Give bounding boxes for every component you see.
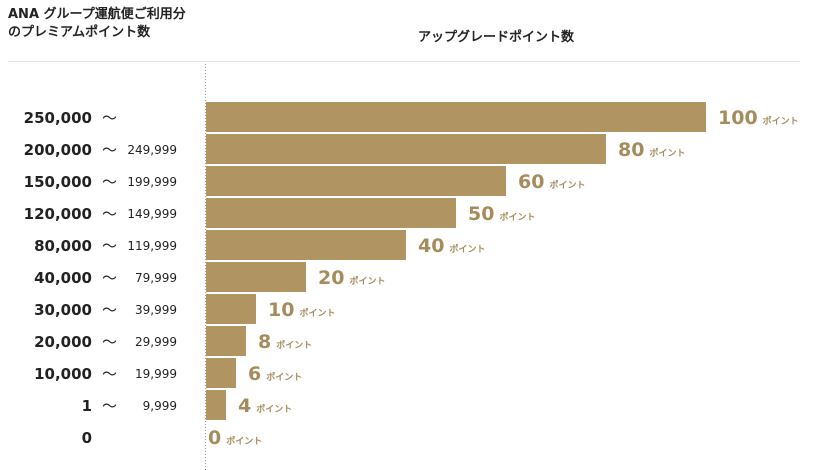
data-label-unit: ポイント: [763, 115, 799, 127]
data-label-value: 50: [468, 203, 494, 225]
category-label-separator: ～: [102, 205, 117, 223]
data-label-unit: ポイント: [649, 147, 685, 159]
category-label-separator: ～: [102, 237, 117, 255]
data-label-value: 4: [238, 395, 251, 417]
bar: [206, 358, 236, 388]
data-label-value: 6: [248, 363, 261, 385]
bar: [206, 198, 456, 228]
category-label-from: 150,000: [24, 173, 92, 191]
category-label-from: 20,000: [34, 333, 92, 351]
data-label: 4 ポイント: [238, 395, 292, 417]
data-label-unit: ポイント: [549, 179, 585, 191]
category-label-from: 10,000: [34, 365, 92, 383]
category-label-from: 30,000: [34, 301, 92, 319]
category-label-from: 40,000: [34, 269, 92, 287]
data-label: 80 ポイント: [618, 139, 685, 161]
data-label: 50 ポイント: [468, 203, 535, 225]
category-label-from: 200,000: [24, 141, 92, 159]
data-label-unit: ポイント: [226, 435, 262, 447]
data-label-value: 60: [518, 171, 544, 193]
data-label-value: 40: [418, 235, 444, 257]
category-label-to: 19,999: [135, 367, 177, 381]
data-label: 10 ポイント: [268, 299, 335, 321]
category-label-separator: ～: [102, 365, 117, 383]
category-label-separator: ～: [102, 301, 117, 319]
data-label: 8 ポイント: [258, 331, 312, 353]
data-label-unit: ポイント: [256, 403, 292, 415]
bar: [206, 390, 226, 420]
data-label-unit: ポイント: [449, 243, 485, 255]
data-label: 40 ポイント: [418, 235, 485, 257]
category-label-separator: ～: [102, 109, 117, 127]
data-label-value: 8: [258, 331, 271, 353]
category-label-separator: ～: [102, 397, 117, 415]
y-axis-title-line1: ANA グループ運航便ご利用分: [8, 7, 186, 22]
category-label-separator: ～: [102, 173, 117, 191]
data-label-value: 20: [318, 267, 344, 289]
category-label-separator: ～: [102, 141, 117, 159]
category-label-from: 1: [82, 397, 92, 415]
bar: [206, 262, 306, 292]
category-label-to: 39,999: [135, 303, 177, 317]
bar: [206, 326, 246, 356]
category-label-to: 199,999: [127, 175, 177, 189]
bar: [206, 102, 706, 132]
data-label-value: 10: [268, 299, 294, 321]
header-divider: [8, 61, 800, 62]
bar: [206, 166, 506, 196]
data-label-unit: ポイント: [299, 307, 335, 319]
category-label-to: 9,999: [143, 399, 177, 413]
category-label-to: 29,999: [135, 335, 177, 349]
data-label: 0 ポイント: [208, 427, 262, 449]
bar: [206, 230, 406, 260]
data-label-unit: ポイント: [266, 371, 302, 383]
category-label-from: 0: [82, 429, 92, 447]
category-label-to: 249,999: [127, 143, 177, 157]
category-label-to: 119,999: [127, 239, 177, 253]
category-label-from: 250,000: [24, 109, 92, 127]
data-label-unit: ポイント: [276, 339, 312, 351]
data-label-value: 100: [718, 107, 758, 129]
data-label-value: 80: [618, 139, 644, 161]
data-label: 6 ポイント: [248, 363, 302, 385]
category-label-from: 80,000: [34, 237, 92, 255]
y-axis-title-line2: のプレミアムポイント数: [8, 25, 151, 40]
category-label-separator: ～: [102, 269, 117, 287]
data-label: 100 ポイント: [718, 107, 799, 129]
y-axis-title: ANA グループ運航便ご利用分 のプレミアムポイント数: [8, 6, 208, 42]
category-label-to: 149,999: [127, 207, 177, 221]
bar: [206, 294, 256, 324]
category-label-to: 79,999: [135, 271, 177, 285]
bar: [206, 134, 606, 164]
data-label-unit: ポイント: [499, 211, 535, 223]
data-label-unit: ポイント: [349, 275, 385, 287]
category-label-from: 120,000: [24, 205, 92, 223]
x-axis-title: アップグレードポイント数: [418, 30, 575, 45]
data-label: 60 ポイント: [518, 171, 585, 193]
data-label-value: 0: [208, 427, 221, 449]
data-label: 20 ポイント: [318, 267, 385, 289]
category-label-separator: ～: [102, 333, 117, 351]
